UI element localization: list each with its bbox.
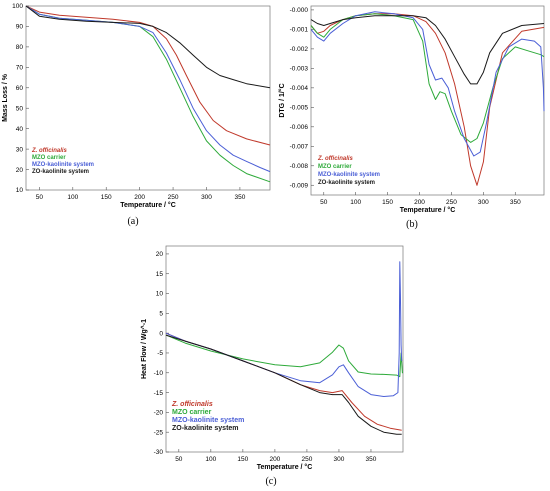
plot-frame (310, 5, 545, 196)
x-tick-label: 150 (237, 456, 248, 463)
y-tick-label: 10 (16, 187, 24, 194)
chart-panel-2: 50 100 150 200 250 300 350 -0.000 -0.001 -0.002 -0… (278, 5, 545, 230)
series-line-3 (310, 11, 545, 157)
panel-label: (b) (406, 219, 418, 230)
y-tick-label: 20 (156, 251, 164, 258)
x-tick-label: 300 (478, 199, 489, 206)
series-line-1 (25, 5, 271, 146)
chart-panel-3: 50 100 150 200 250 300 35020151050-5-10-15-20-… (140, 245, 404, 487)
y-tick-label: 0 (159, 330, 163, 337)
y-tick-label: 30 (16, 146, 24, 153)
x-tick-label: 100 (205, 456, 216, 463)
legend-entry: Z. officinalis (317, 156, 354, 162)
y-tick-label: -0.003 (290, 66, 309, 73)
x-tick-label: 300 (201, 194, 212, 201)
legend-entry: MZO-kaolinite system (32, 162, 94, 168)
y-tick-label: 10 (156, 291, 164, 298)
x-tick-label: 150 (101, 194, 112, 201)
legend-entry: Z. officinalis (31, 148, 68, 154)
y-tick-label: -0.007 (290, 143, 309, 150)
y-axis-label: Mass Loss / % (2, 73, 9, 122)
x-tick-label: 350 (366, 456, 377, 463)
y-tick-label: -30 (154, 449, 164, 456)
y-tick-label: 40 (16, 126, 24, 133)
legend-entry: MZO-kaolinite system (172, 417, 244, 424)
y-axis-label: DTG / 1/°C (278, 83, 286, 117)
series-line-1 (310, 13, 545, 186)
x-tick-label: 250 (168, 194, 179, 201)
x-tick-label: 100 (350, 199, 361, 206)
y-tick-label: -0.002 (290, 46, 309, 53)
y-tick-label: -25 (154, 429, 164, 436)
y-tick-label: -0.000 (290, 7, 309, 14)
panel-label: (c) (265, 476, 276, 487)
y-tick-label: 70 (16, 65, 24, 72)
y-tick-label: -15 (154, 390, 164, 397)
y-tick-label: -10 (154, 370, 164, 377)
y-tick-label: 20 (16, 167, 24, 174)
legend-entry: Z. officinalis (171, 401, 213, 408)
series-line-4 (165, 334, 402, 435)
legend-entry: MZO carrier (172, 409, 212, 416)
series-line-3 (25, 5, 271, 173)
series-line-4 (25, 5, 271, 89)
x-tick-label: 50 (320, 199, 328, 206)
x-axis-label: Temperature / °C (120, 201, 176, 209)
y-tick-label: -20 (154, 410, 164, 417)
plot-frame (25, 5, 271, 191)
series-line-2 (165, 334, 403, 378)
y-tick-label: 50 (16, 105, 24, 112)
legend-entry: ZO-kaolinite system (172, 425, 239, 432)
x-tick-label: 50 (36, 194, 44, 201)
legend-entry: MZO-kaolinite system (318, 172, 380, 178)
y-tick-label: 80 (16, 44, 24, 51)
y-tick-label: 15 (156, 271, 164, 278)
y-tick-label: -0.006 (290, 124, 309, 131)
y-tick-label: -5 (157, 350, 163, 357)
legend-entry: MZO carrier (318, 164, 352, 170)
y-tick-label: -0.009 (290, 182, 309, 189)
x-tick-label: 100 (67, 194, 78, 201)
series-line-4 (310, 15, 545, 85)
x-tick-label: 200 (269, 456, 280, 463)
y-tick-label: 60 (16, 85, 24, 92)
x-axis-label: Temperature / °C (400, 206, 456, 214)
y-tick-label: 100 (12, 3, 23, 10)
panel-label: (a) (127, 216, 138, 227)
x-tick-label: 250 (301, 456, 312, 463)
x-tick-label: 200 (414, 199, 425, 206)
y-tick-label: 90 (16, 24, 24, 31)
y-tick-label: -0.005 (290, 105, 309, 112)
x-tick-label: 200 (134, 194, 145, 201)
x-tick-label: 150 (382, 199, 393, 206)
legend-entry: ZO-kaolinite system (32, 169, 89, 175)
y-tick-label: -0.001 (290, 27, 309, 34)
x-tick-label: 250 (446, 199, 457, 206)
y-tick-label: -0.004 (290, 85, 309, 92)
legend-entry: MZO carrier (32, 155, 66, 161)
y-tick-label: -0.008 (290, 163, 309, 170)
y-axis-label: Heat Flow / Wg^-1 (140, 319, 148, 379)
y-tick-label: 5 (159, 311, 163, 318)
legend-entry: ZO-kaolinite system (318, 180, 375, 186)
chart-panel-1: 50 100 150 200 250 300 350 10 20 30 40 50 60 70 80 90 10… (2, 3, 271, 227)
x-tick-label: 350 (510, 199, 521, 206)
x-tick-label: 50 (175, 456, 183, 463)
x-tick-label: 350 (234, 194, 245, 201)
x-axis-label: Temperature / °C (257, 463, 313, 471)
x-tick-label: 300 (334, 456, 345, 463)
